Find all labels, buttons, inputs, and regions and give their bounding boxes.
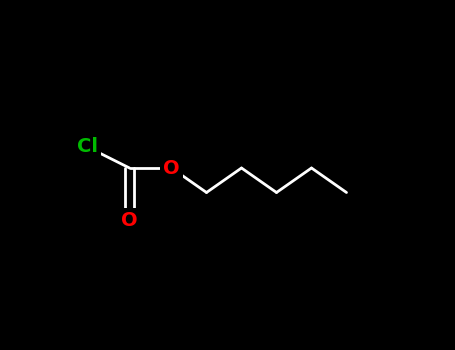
Text: O: O <box>163 159 180 177</box>
Text: Cl: Cl <box>77 138 98 156</box>
Text: O: O <box>121 211 138 230</box>
